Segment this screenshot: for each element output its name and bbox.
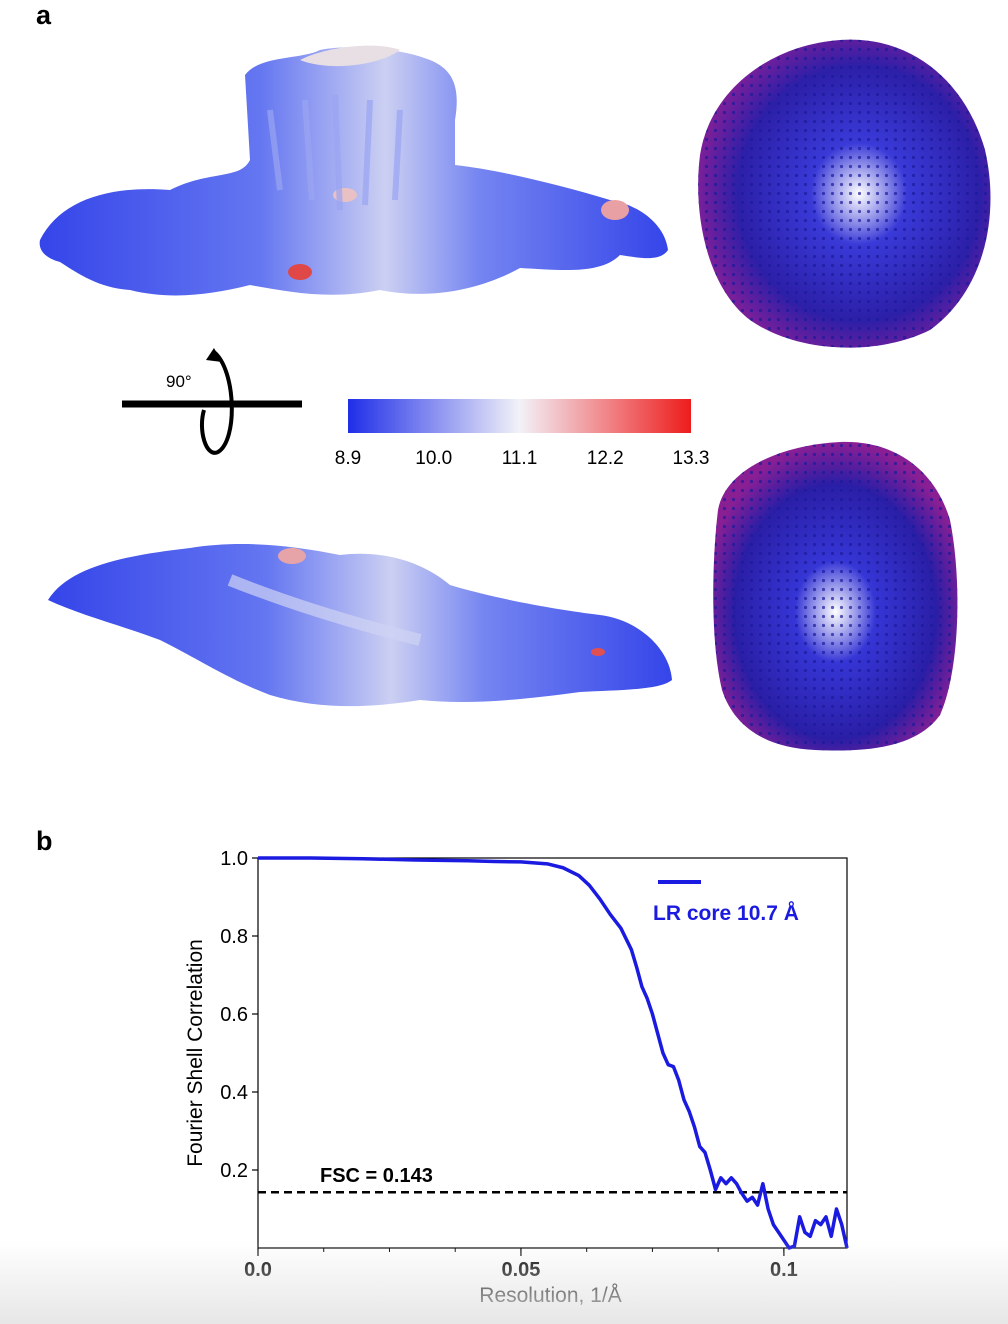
colorbar-tick: 8.9 — [334, 448, 362, 469]
y-tick-label: 0.6 — [220, 1004, 248, 1026]
y-tick-label: 1.0 — [220, 848, 248, 870]
y-axis-label: Fourier Shell Correlation — [184, 939, 207, 1167]
y-tick-label: 0.2 — [220, 1160, 248, 1182]
y-tick-label: 0.8 — [220, 926, 248, 948]
density-map-top-view — [48, 544, 672, 707]
threshold-label: FSC = 0.143 — [320, 1165, 433, 1187]
angular-distribution-bottom — [713, 441, 958, 751]
colorbar-tick: 11.1 — [501, 448, 538, 469]
colorbar-tick: 13.3 — [672, 448, 710, 469]
colorbar — [348, 399, 691, 433]
rotation-label: 90° — [166, 372, 192, 391]
panel-a-illustration — [39, 39, 991, 751]
density-map-side-view — [39, 45, 668, 296]
x-axis-label: Resolution, 1/Å — [479, 1284, 621, 1307]
series-line — [258, 856, 849, 1250]
colorbar-tick: 10.0 — [415, 448, 453, 469]
panel-label-b: b — [36, 826, 53, 856]
rotation-arrow-icon — [122, 348, 302, 455]
colorbar-tick: 12.2 — [586, 448, 624, 469]
angular-distribution-top — [698, 39, 991, 348]
panel-label-a: a — [36, 0, 52, 30]
x-tick-label: 0.1 — [770, 1259, 798, 1281]
y-tick-label: 0.4 — [220, 1082, 248, 1104]
legend-label: LR core 10.7 Å — [653, 901, 799, 925]
x-tick-label: 0.0 — [244, 1259, 272, 1281]
x-tick-label: 0.05 — [501, 1259, 540, 1281]
